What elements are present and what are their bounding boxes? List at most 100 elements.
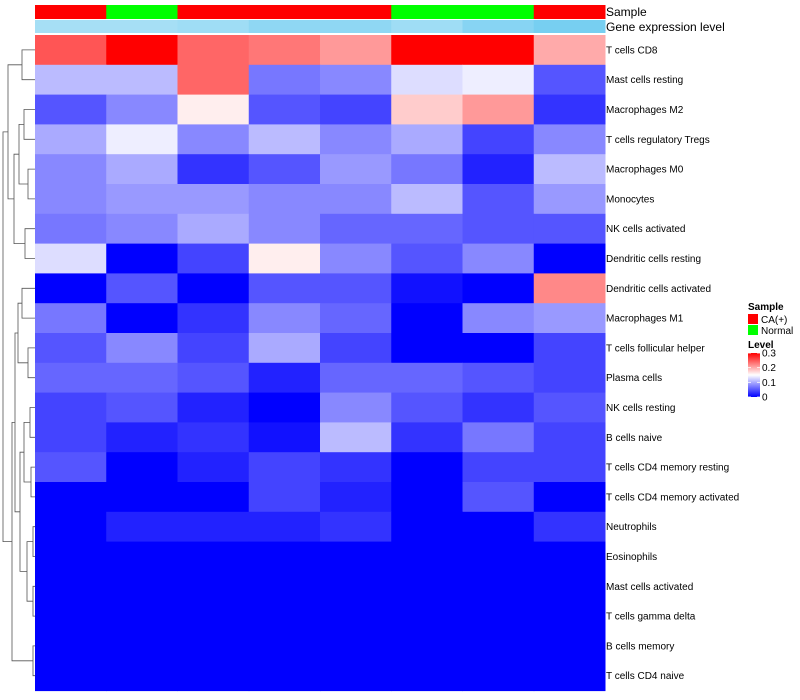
heatmap-cell: [35, 631, 107, 662]
row-label: Mast cells activated: [606, 582, 693, 593]
heatmap-cell: [248, 184, 321, 215]
row-labels: T cells CD8 Mast cells resting Macrophages…: [606, 45, 739, 682]
heatmap-cell: [320, 541, 392, 572]
heatmap-cell: [533, 511, 606, 543]
row-label: Plasma cells: [606, 373, 662, 384]
heatmap-cell: [177, 94, 250, 125]
heatmap-cell: [462, 452, 535, 483]
heatmap-cell: [248, 571, 321, 602]
dendrogram-branch: [29, 407, 35, 438]
heatmap-cell: [106, 362, 178, 394]
heatmap-cell: [35, 452, 107, 483]
heatmap-cell: [533, 303, 606, 334]
legend-level-tick-label: 0.2: [762, 363, 776, 374]
heatmap-cell: [177, 571, 250, 602]
heatmap-cell: [391, 452, 463, 483]
heatmap-cell: [320, 452, 392, 483]
legend-sample-label: CA(+): [761, 315, 787, 326]
heatmap-cell: [462, 541, 535, 572]
heatmap-cell: [35, 273, 107, 304]
heatmap-cell: [533, 333, 606, 364]
heatmap-cell: [106, 35, 178, 66]
heatmap-cell: [106, 243, 178, 274]
legend-level-colorbar: [748, 353, 760, 397]
expression-annotation-cell: [462, 20, 535, 33]
heatmap-cell: [533, 482, 606, 513]
heatmap-cell: [248, 601, 321, 632]
heatmap-cell: [462, 422, 535, 453]
expression-annotation-cell: [248, 20, 321, 33]
heatmap-cell: [106, 601, 178, 632]
sample-annotation-label: Sample: [606, 5, 647, 19]
heatmap-cell: [177, 511, 250, 543]
dendrogram-branch: [19, 451, 27, 572]
dendrogram-branch: [7, 64, 22, 200]
heatmap-cell: [106, 511, 178, 543]
row-label: NK cells activated: [606, 224, 685, 235]
heatmap-cell: [391, 333, 463, 364]
heatmap-cell: [248, 303, 321, 334]
heatmap-cell: [35, 64, 107, 96]
heatmap-cell: [177, 482, 250, 513]
dendrogram-branch: [27, 347, 35, 379]
heatmap-cell: [533, 273, 606, 304]
expression-annotation-cell: [106, 20, 178, 33]
heatmap-cell: [106, 154, 178, 185]
heatmap-cell: [533, 154, 606, 185]
dendrogram-branch: [23, 109, 35, 140]
heatmap-cell: [248, 64, 321, 96]
heatmap-cell: [391, 124, 463, 155]
expression-annotation-cell: [320, 20, 392, 33]
legend-sample-title: Sample: [748, 302, 784, 313]
sample-annotation-cell: [533, 5, 606, 19]
dendrogram-branch: [32, 645, 35, 677]
heatmap-cell: [320, 571, 392, 602]
legend-level-title: Level: [748, 340, 774, 351]
heatmap-cell: [106, 392, 178, 423]
heatmap-cells: [35, 35, 606, 692]
heatmap-cell: [177, 601, 250, 632]
heatmap-cell: [320, 422, 392, 453]
sample-annotation-cell: [391, 5, 463, 19]
heatmap-cell: [35, 541, 107, 572]
heatmap-cell: [320, 631, 392, 662]
heatmap-cell: [248, 660, 321, 692]
heatmap-cell: [177, 303, 250, 334]
heatmap-cell: [106, 660, 178, 692]
heatmap-cell: [320, 184, 392, 215]
heatmap-cell: [391, 631, 463, 662]
expression-annotation-cell: [391, 20, 463, 33]
heatmap-cell: [391, 303, 463, 334]
heatmap-cell: [391, 184, 463, 215]
heatmap-cell: [248, 631, 321, 662]
row-label: T cells CD8: [606, 45, 658, 56]
heatmap-cell: [320, 392, 392, 423]
heatmap-cell: [533, 35, 606, 66]
heatmap-cell: [248, 154, 321, 185]
heatmap-cell: [248, 422, 321, 453]
heatmap-cell: [533, 452, 606, 483]
heatmap-cell: [391, 392, 463, 423]
heatmap-cell: [320, 660, 392, 692]
heatmap-cell: [106, 452, 178, 483]
heatmap-cell: [320, 35, 392, 66]
heatmap-cell: [462, 362, 535, 394]
heatmap-cell: [391, 541, 463, 572]
heatmap-cell: [462, 333, 535, 364]
heatmap-cell: [391, 64, 463, 96]
heatmap-cell: [177, 631, 250, 662]
heatmap-cell: [35, 154, 107, 185]
expression-annotation-cell: [177, 20, 250, 33]
dendrogram-branch: [2, 131, 12, 542]
heatmap-cell: [35, 35, 107, 66]
heatmap-cell: [106, 303, 178, 334]
heatmap-cell: [391, 601, 463, 632]
row-label: Dendritic cells resting: [606, 254, 701, 265]
heatmap-cell: [177, 184, 250, 215]
heatmap-cell: [177, 243, 250, 274]
heatmap-cell: [35, 660, 107, 692]
row-label: Dendritic cells activated: [606, 284, 711, 295]
heatmap-cell: [177, 452, 250, 483]
heatmap-cell: [35, 362, 107, 394]
